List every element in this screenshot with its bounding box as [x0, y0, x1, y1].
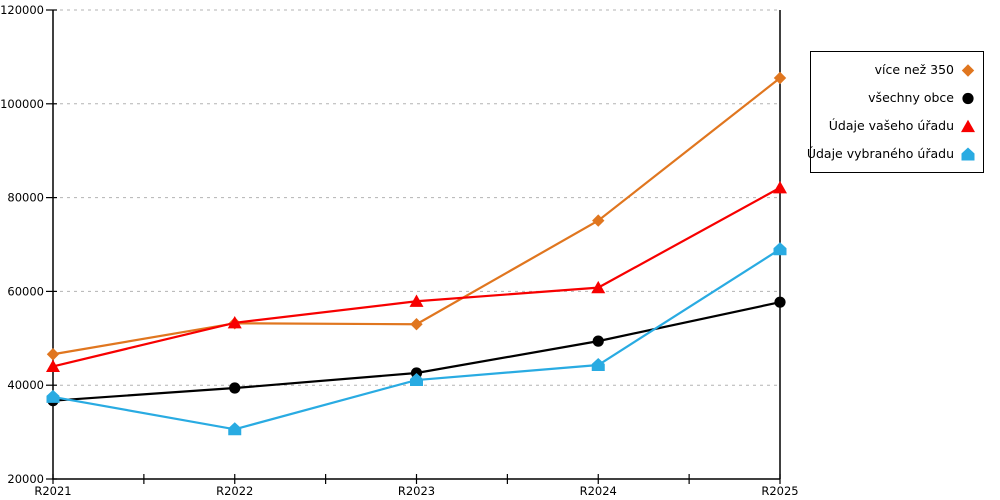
- legend-label: všechny obce: [868, 89, 954, 105]
- series-3-marker: [773, 242, 787, 256]
- legend-label: Údaje vašeho úřadu: [828, 117, 954, 133]
- legend-entry: více než 350: [815, 56, 976, 84]
- legend: více než 350 všechny obce Údaje vašeho úřa…: [807, 51, 984, 173]
- x-tick-label: R2023: [398, 484, 435, 498]
- y-tick-label: 40000: [7, 378, 44, 392]
- legend-triangle-icon: [961, 119, 975, 133]
- series-3-marker: [228, 422, 242, 436]
- x-tick-label: R2024: [580, 484, 617, 498]
- x-tick-label: R2021: [34, 484, 71, 498]
- legend-entry: všechny obce: [815, 84, 976, 112]
- x-tick-label: R2022: [216, 484, 253, 498]
- series-0-marker: [773, 71, 787, 85]
- series-3-marker: [591, 358, 605, 372]
- legend-circle-icon: [962, 92, 974, 105]
- series-2-marker: [227, 316, 242, 329]
- series-2-marker: [773, 180, 787, 194]
- x-tick-label: R2025: [761, 484, 798, 498]
- legend-pentagon-icon: [961, 147, 975, 161]
- series-2-marker: [409, 294, 424, 307]
- y-tick-label: 20000: [7, 472, 44, 486]
- series-2-marker: [591, 280, 606, 294]
- legend-diamond-icon: [961, 64, 975, 77]
- legend-label: Údaje vybraného úřadu: [806, 145, 954, 161]
- series-1-marker: [592, 335, 604, 347]
- series-0-marker: [410, 318, 423, 331]
- series-2-marker: [46, 359, 60, 373]
- y-tick-label: 60000: [7, 284, 44, 298]
- series-0-marker: [46, 348, 60, 361]
- series-0-marker: [592, 214, 605, 227]
- legend-entry: Údaje vybraného úřadu: [807, 140, 976, 168]
- series-line-2: [52, 186, 781, 368]
- series-line-0: [52, 77, 781, 356]
- y-tick-label: 120000: [0, 3, 44, 17]
- y-tick-label: 100000: [0, 97, 44, 111]
- series-1-marker: [229, 382, 241, 394]
- series-3-marker: [410, 373, 423, 387]
- y-tick-label: 80000: [7, 191, 44, 205]
- series-3-marker: [46, 389, 60, 403]
- legend-label: více než 350: [874, 61, 954, 77]
- series-1-marker: [774, 296, 786, 308]
- legend-entry: Údaje vašeho úřadu: [815, 112, 976, 140]
